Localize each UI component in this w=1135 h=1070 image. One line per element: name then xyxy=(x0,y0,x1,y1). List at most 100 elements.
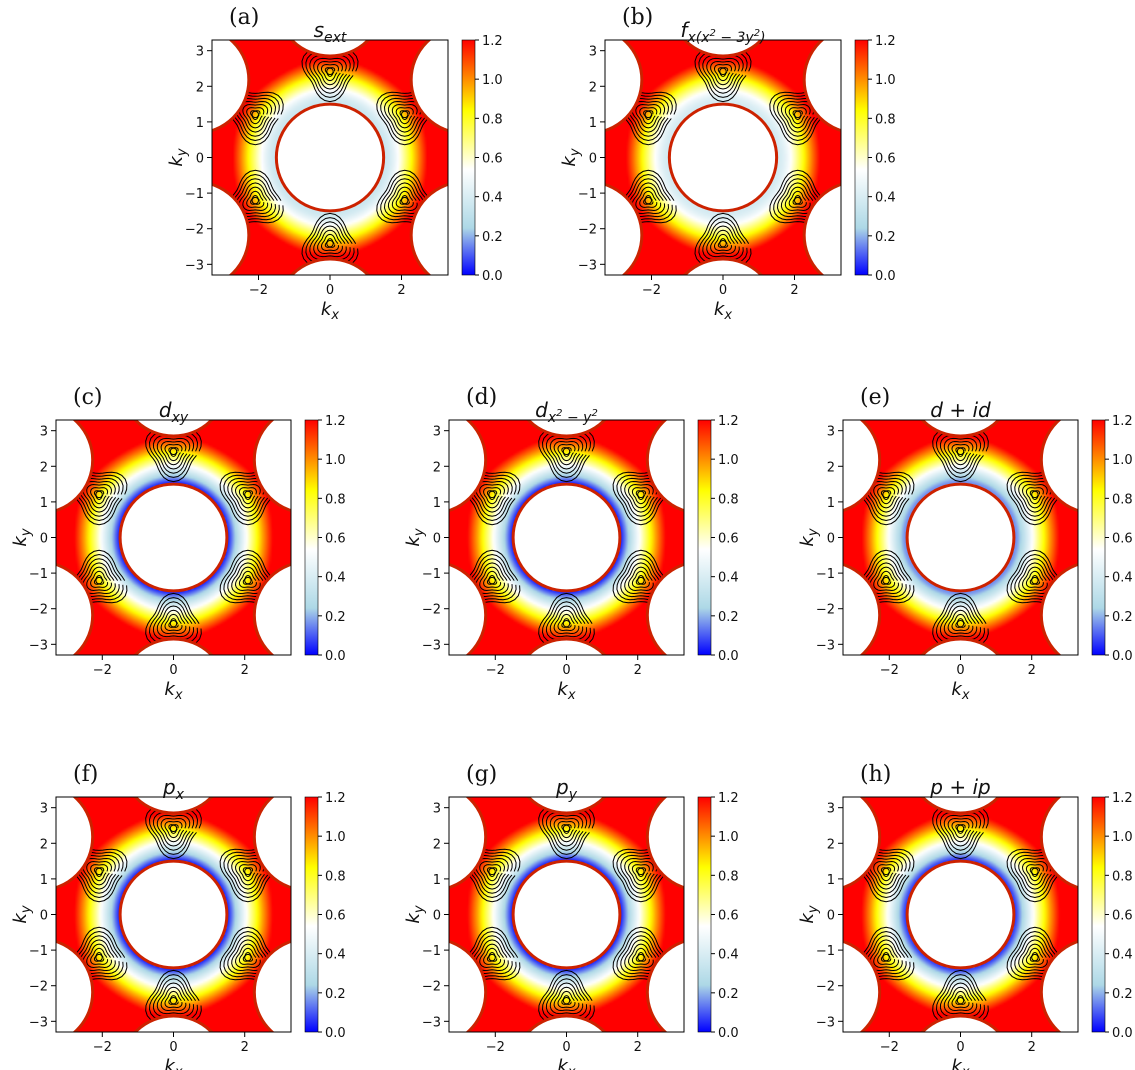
cbar-tick-label-g-6: 1.2 xyxy=(718,791,739,806)
contour-b-4-2 xyxy=(635,186,662,212)
cbar-tick-label-h-1: 0.2 xyxy=(1112,987,1133,1002)
outer-fermi-arc-d-3 xyxy=(645,562,684,655)
contour-h-0-1 xyxy=(951,820,970,839)
xtick-label-b-2: 2 xyxy=(790,283,798,298)
pocket-center-e-5 xyxy=(882,490,890,499)
contour-c-4-3 xyxy=(82,562,116,595)
cbar-tick-label-d-5: 1.0 xyxy=(718,453,739,468)
contour-b-4-1 xyxy=(639,190,658,208)
panel-h: −2 0 2 −3 −2 −1 0 1 2 3 kx ky (h) p + ip 0.0 0.2 0.4 0.6 0… xyxy=(797,762,1133,1070)
contour-a-1-1 xyxy=(395,107,414,125)
contour-h-4-1 xyxy=(877,947,896,965)
ytick-label-g-0: −3 xyxy=(422,1015,441,1030)
ytick-label-a-3: 0 xyxy=(196,152,204,167)
contour-d-4-0 xyxy=(486,574,498,585)
cbar-tick-label-h-5: 1.0 xyxy=(1112,830,1133,845)
pocket-center-f-3 xyxy=(169,996,178,1005)
contour-f-5-3 xyxy=(82,857,116,890)
contour-d-5-2 xyxy=(479,483,506,509)
contour-h-2-0 xyxy=(1029,951,1041,962)
outer-fermi-arc-f-4 xyxy=(56,797,95,890)
xlabel-b: kx xyxy=(714,299,732,323)
contour-b-2-1 xyxy=(788,190,807,208)
contour-f-0-3 xyxy=(156,814,191,847)
ytick-label-a-0: −3 xyxy=(185,258,204,273)
xlabel-g: kx xyxy=(557,1056,575,1070)
xtick-label-a-2: 2 xyxy=(397,283,405,298)
contour-g-0-3 xyxy=(549,814,584,847)
contour-h-5-0 xyxy=(880,867,892,878)
contour-h-5-1 xyxy=(877,864,896,882)
contour-c-2-4 xyxy=(227,558,269,598)
ytick-label-f-4: 1 xyxy=(40,873,48,888)
contour-f-1-0 xyxy=(242,867,254,878)
contour-g-2-2 xyxy=(627,943,654,969)
panel-b: −2 0 2 −3 −2 −1 0 1 2 3 kx ky (b) fx(x2 − 3y2) 0.0 0.2 0… xyxy=(559,5,896,323)
contour-h-5-2 xyxy=(873,860,900,886)
pocket-center-f-5 xyxy=(95,867,103,876)
xtick-label-a-0: −2 xyxy=(249,283,268,298)
contour-c-5-1 xyxy=(90,487,109,505)
panel-d: −2 0 2 −3 −2 −1 0 1 2 3 kx ky (d) dx2 − y2 0.0 0.2 0.4 0.… xyxy=(403,385,739,703)
cbar-tick-label-b-4: 0.8 xyxy=(875,112,896,127)
ylabel-g: ky xyxy=(403,905,427,923)
contour-c-2-2 xyxy=(234,566,261,592)
contour-h-3-1 xyxy=(951,990,970,1009)
contour-d-2-2 xyxy=(627,566,654,592)
cbar-tick-label-b-2: 0.4 xyxy=(875,191,896,206)
contour-f-1-3 xyxy=(231,857,265,890)
cbar-tick-label-f-4: 0.8 xyxy=(325,869,346,884)
xtick-label-e-1: 0 xyxy=(956,663,964,678)
contour-a-3-0 xyxy=(324,238,336,248)
cbar-tick-label-g-4: 0.8 xyxy=(718,869,739,884)
contour-b-3-2 xyxy=(710,229,736,255)
contour-d-2-3 xyxy=(624,562,658,595)
ytick-label-h-0: −3 xyxy=(816,1015,835,1030)
contour-d-1-0 xyxy=(635,490,647,501)
ytick-label-h-5: 2 xyxy=(827,837,835,852)
cbar-tick-label-f-5: 1.0 xyxy=(325,830,346,845)
contour-e-3-1 xyxy=(951,613,970,632)
contour-a-4-0 xyxy=(250,194,261,205)
ytick-label-d-6: 3 xyxy=(433,425,441,440)
outer-fermi-arc-g-5 xyxy=(449,939,488,1032)
ytick-label-e-0: −3 xyxy=(816,638,835,653)
outer-fermi-arc-b-0 xyxy=(682,40,764,58)
contour-a-4-4 xyxy=(234,178,277,218)
contour-c-2-3 xyxy=(231,562,265,595)
ytick-label-b-2: −1 xyxy=(578,187,597,202)
outer-fermi-arc-b-2 xyxy=(802,40,841,133)
contour-h-0-3 xyxy=(943,814,978,847)
outer-fermi-arc-b-4 xyxy=(605,40,644,133)
contour-d-2-1 xyxy=(631,570,650,588)
cbar-tick-label-a-4: 0.8 xyxy=(482,112,503,127)
contour-e-0-3 xyxy=(943,437,978,470)
fermi-circle-c xyxy=(118,482,229,593)
ylabel-c: ky xyxy=(10,528,34,546)
contour-f-2-2 xyxy=(234,943,261,969)
contour-b-1-1 xyxy=(788,107,807,125)
pocket-center-c-5 xyxy=(95,490,103,499)
contour-h-1-3 xyxy=(1018,857,1052,890)
xlabel-f: kx xyxy=(164,1056,182,1070)
contour-c-0-2 xyxy=(160,440,187,466)
contour-a-4-1 xyxy=(246,190,265,208)
pocket-center-e-4 xyxy=(882,576,890,585)
colorbar-g xyxy=(697,796,712,1033)
panel-title-g: py xyxy=(555,775,578,803)
pocket-center-d-0 xyxy=(562,447,571,456)
pocket-center-d-5 xyxy=(488,490,496,499)
xtick-label-g-2: 2 xyxy=(634,1040,642,1055)
contour-a-2-2 xyxy=(391,186,418,212)
outer-fermi-arc-c-2 xyxy=(252,420,291,513)
pocket-center-e-0 xyxy=(956,447,965,456)
outer-fermi-arc-e-3 xyxy=(1039,562,1078,655)
panel-title-h: p + ip xyxy=(929,775,990,799)
ytick-label-f-1: −2 xyxy=(29,980,48,995)
outer-fermi-arc-d-0 xyxy=(526,420,607,438)
outer-fermi-arc-c-1 xyxy=(133,637,214,655)
cbar-tick-label-e-5: 1.0 xyxy=(1112,453,1133,468)
ytick-label-g-4: 1 xyxy=(433,873,441,888)
contour-a-5-3 xyxy=(238,100,273,133)
outer-fermi-arc-h-0 xyxy=(920,797,1001,815)
